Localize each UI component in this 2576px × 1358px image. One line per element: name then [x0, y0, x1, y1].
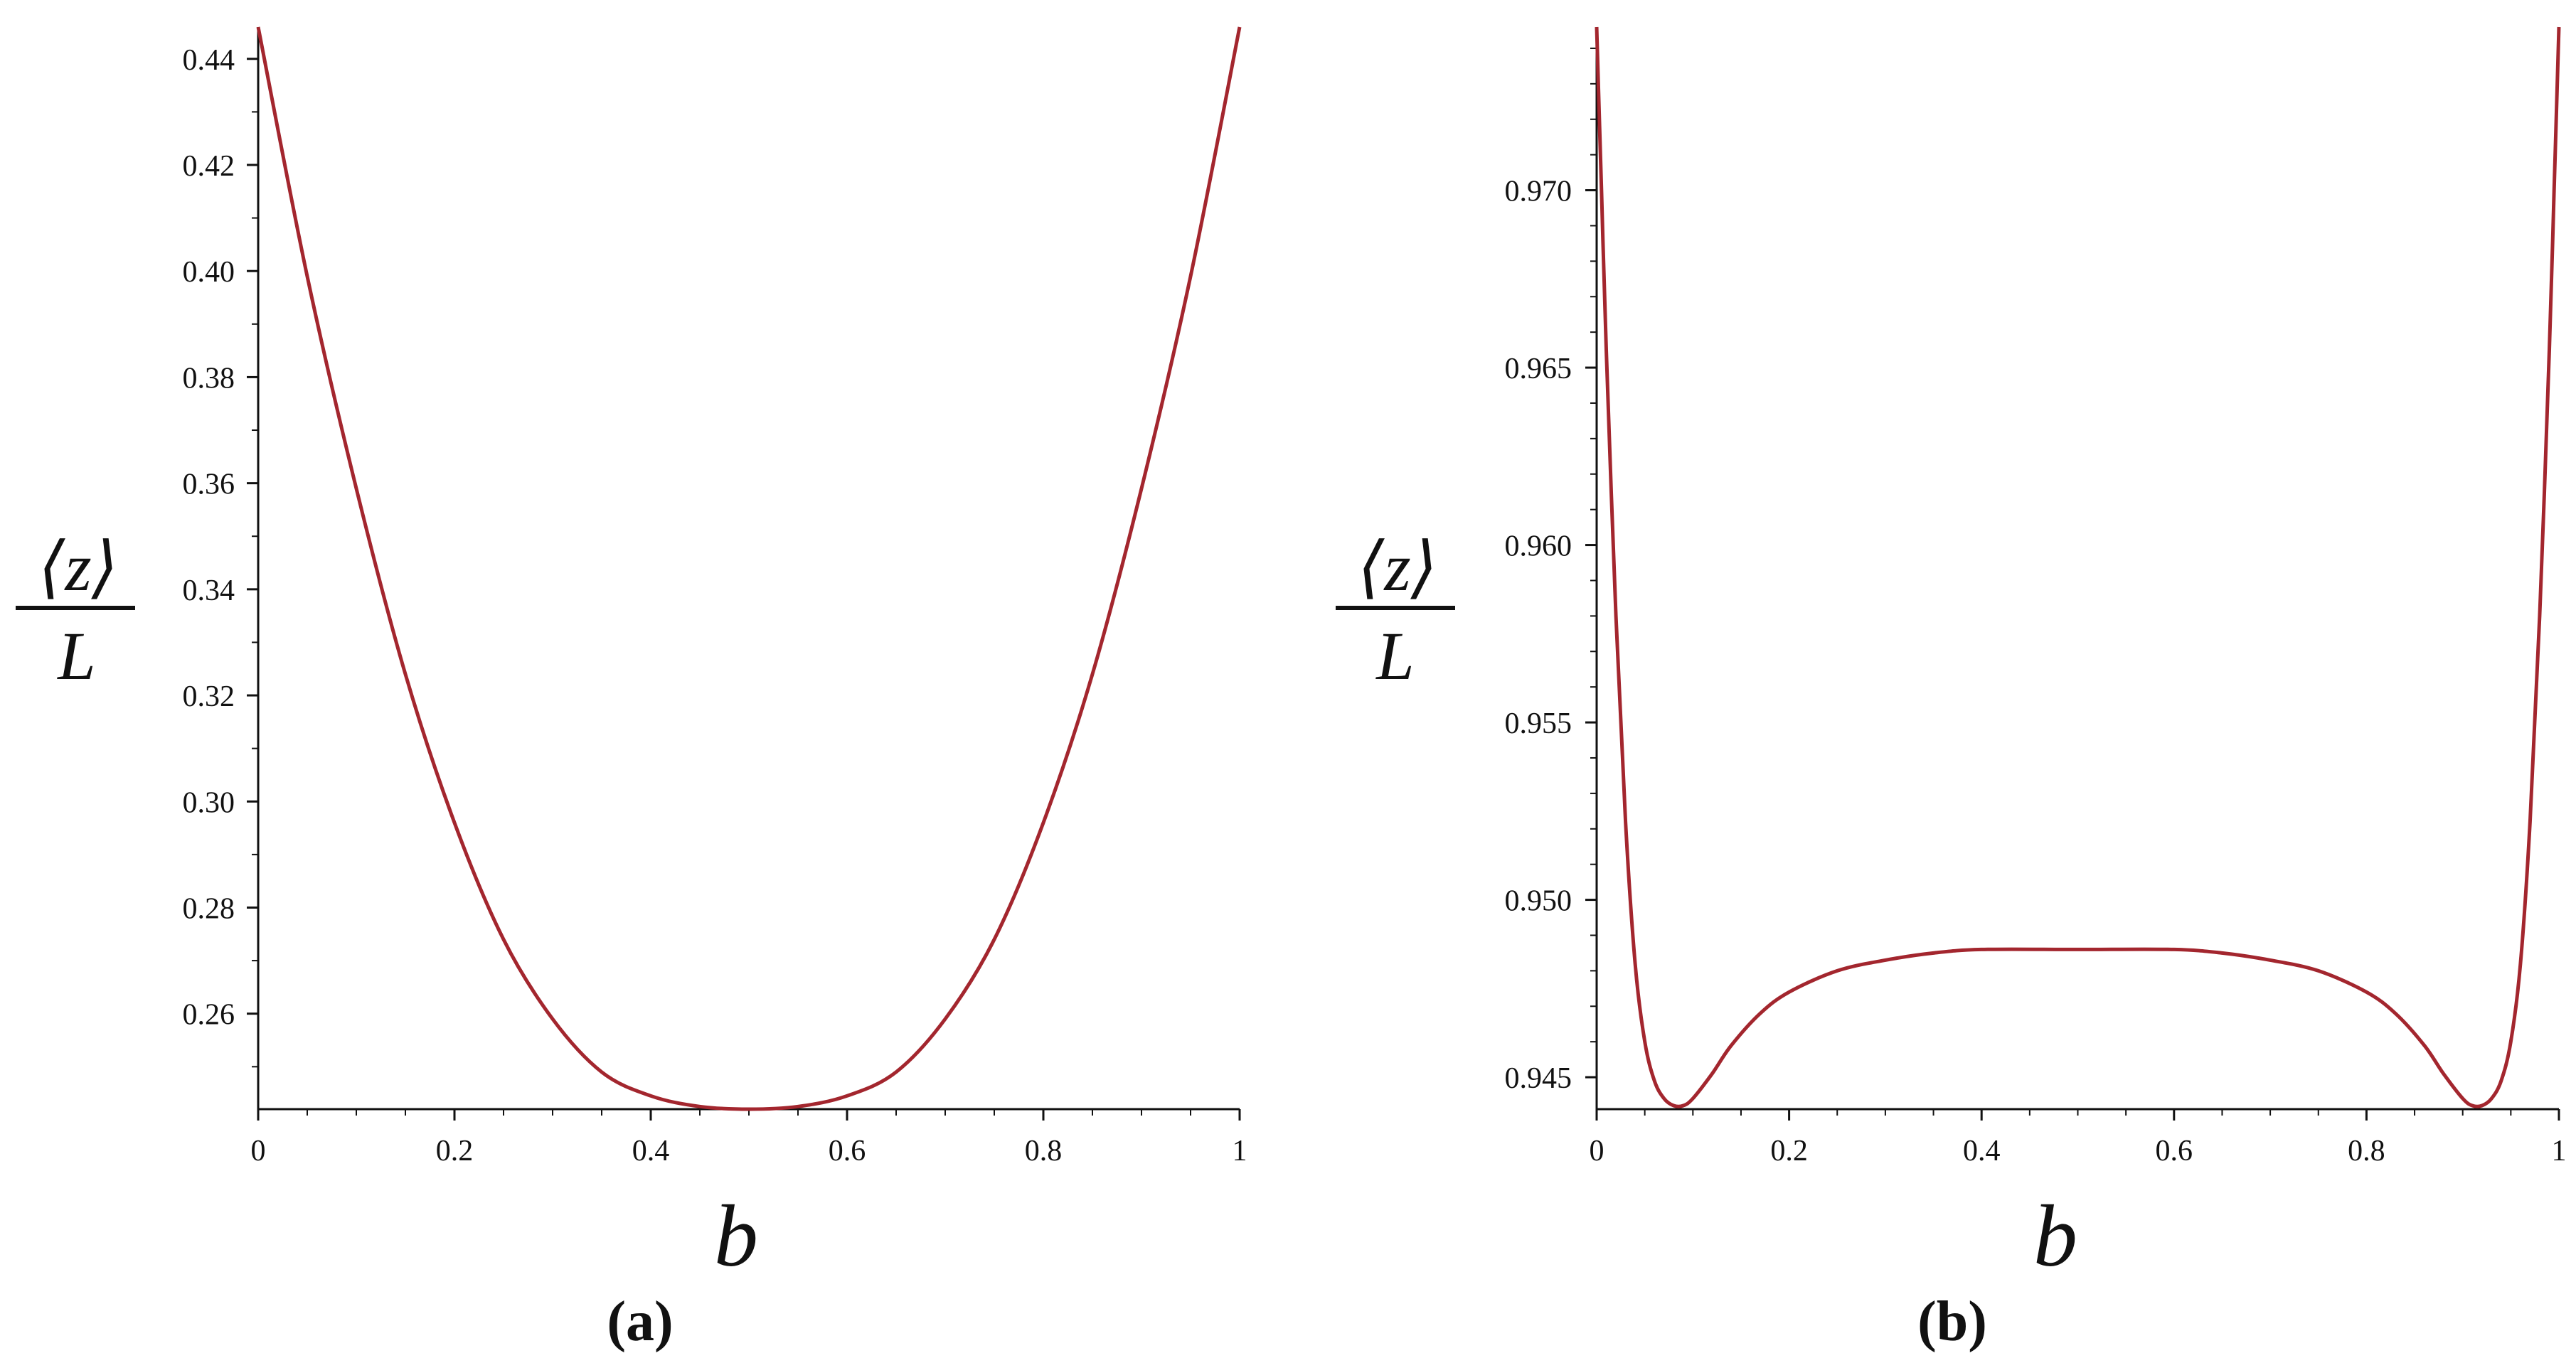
data-curve	[256, 26, 1242, 1111]
x-tick-label: 0.8	[2348, 1135, 2385, 1167]
y-axis-label-denominator: L	[56, 618, 95, 694]
y-tick-label: 0.950	[1505, 885, 1572, 918]
y-axis-label: ⟨z⟩ L	[16, 529, 135, 694]
y-tick-label: 0.30	[183, 786, 235, 819]
y-axis-label-numerator: ⟨z⟩	[38, 529, 118, 605]
x-tick-label: 1	[2552, 1135, 2567, 1167]
x-tick-label: 0	[251, 1135, 266, 1167]
y-tick-label: 0.40	[183, 256, 235, 289]
x-axis-label: b	[2033, 1187, 2077, 1285]
x-axis-label: b	[714, 1187, 758, 1285]
y-tick-label: 0.32	[183, 680, 235, 713]
y-tick-label: 0.945	[1505, 1062, 1572, 1095]
x-tick-label: 0.4	[632, 1135, 670, 1167]
y-tick-label: 0.38	[183, 362, 235, 395]
y-tick-label: 0.34	[183, 574, 235, 607]
y-tick-label: 0.955	[1505, 707, 1572, 740]
y-axis-label-denominator: L	[1375, 618, 1414, 694]
x-tick-label: 0.2	[1770, 1135, 1808, 1167]
x-tick-label: 0.6	[2156, 1135, 2193, 1167]
x-tick-label: 0.6	[829, 1135, 866, 1167]
data-curve	[1595, 26, 2561, 1108]
y-tick-label: 0.970	[1505, 176, 1572, 208]
y-tick-label: 0.44	[183, 44, 235, 77]
y-tick-label: 0.960	[1505, 530, 1572, 563]
y-tick-label: 0.42	[183, 150, 235, 183]
x-tick-label: 0.4	[1963, 1135, 2001, 1167]
y-axis-label: ⟨z⟩ L	[1336, 529, 1455, 694]
x-tick-label: 1	[1233, 1135, 1247, 1167]
x-tick-label: 0.2	[436, 1135, 474, 1167]
panel-label-a: (a)	[607, 1290, 673, 1353]
y-tick-label: 0.36	[183, 469, 235, 501]
y-tick-label: 0.28	[183, 892, 235, 925]
x-tick-label: 0	[1590, 1135, 1604, 1167]
y-tick-label: 0.965	[1505, 353, 1572, 385]
x-tick-label: 0.8	[1025, 1135, 1063, 1167]
panel-b: ⟨z⟩ L b (b) 0 0.2 0.4 0.6 0.8 1 0.945 0.950 0.95…	[1336, 26, 2567, 1353]
y-axis-label-numerator: ⟨z⟩	[1358, 529, 1437, 605]
panel-a: ⟨z⟩ L b (a) 0 0.2 0.4 0.6 0.8 1 0.26 0.28 0.30 0.…	[16, 26, 1247, 1353]
y-tick-label: 0.26	[183, 999, 235, 1032]
panel-label-b: (b)	[1917, 1290, 1987, 1353]
